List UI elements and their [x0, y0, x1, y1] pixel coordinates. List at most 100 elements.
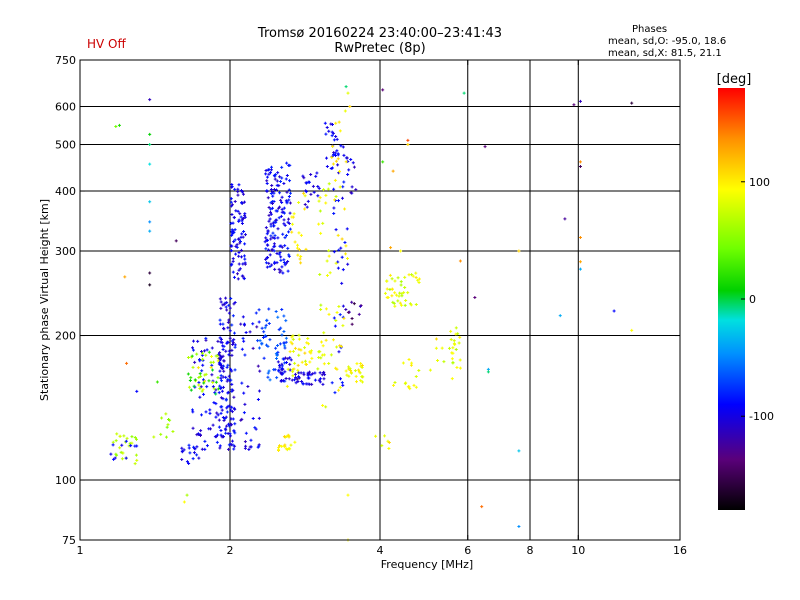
- data-point: [114, 439, 118, 443]
- data-point: [230, 382, 234, 386]
- data-point: [208, 411, 212, 415]
- data-point: [328, 271, 332, 275]
- data-point: [234, 252, 238, 256]
- data-point: [309, 373, 313, 377]
- data-point: [200, 350, 204, 354]
- data-point: [185, 460, 189, 464]
- data-point: [264, 334, 268, 338]
- data-point: [164, 412, 168, 416]
- data-point: [218, 353, 222, 357]
- data-point: [174, 239, 178, 243]
- data-point: [277, 368, 281, 372]
- data-point: [337, 199, 341, 203]
- data-point: [111, 440, 115, 444]
- data-point: [122, 434, 126, 438]
- data-point: [291, 374, 295, 378]
- data-point: [229, 200, 233, 204]
- data-point: [393, 381, 397, 385]
- data-point: [135, 444, 139, 448]
- data-point: [196, 339, 200, 343]
- data-point: [335, 149, 339, 153]
- data-point: [280, 307, 284, 311]
- data-point: [297, 231, 301, 235]
- data-point: [483, 145, 487, 149]
- data-point: [307, 376, 311, 380]
- data-point: [265, 265, 269, 269]
- data-point: [309, 349, 313, 353]
- y-tick-label: 75: [62, 534, 76, 547]
- data-point: [215, 440, 219, 444]
- data-point: [334, 121, 338, 125]
- data-point: [130, 441, 134, 445]
- data-point: [232, 338, 236, 342]
- data-point: [292, 212, 296, 216]
- data-point: [295, 246, 299, 250]
- data-point: [403, 275, 407, 279]
- data-point: [344, 307, 348, 311]
- data-point: [218, 369, 222, 373]
- data-point: [280, 210, 284, 214]
- data-point: [317, 350, 321, 354]
- data-point: [304, 247, 308, 251]
- y-tick-label: 500: [55, 139, 76, 152]
- stats-o-mode: mean, sd,O: -95.0, 18.6: [608, 36, 727, 47]
- data-point: [258, 369, 262, 373]
- y-tick-label: 600: [55, 101, 76, 114]
- data-point: [237, 254, 241, 258]
- data-point: [331, 144, 335, 148]
- data-point: [325, 164, 329, 168]
- data-point: [291, 370, 295, 374]
- data-point: [199, 374, 203, 378]
- data-point: [307, 342, 311, 346]
- data-point: [338, 169, 342, 173]
- data-point: [341, 383, 345, 387]
- data-point: [289, 358, 293, 362]
- data-point: [285, 384, 289, 388]
- data-point: [292, 367, 296, 371]
- data-point: [279, 214, 283, 218]
- data-point: [242, 254, 246, 258]
- data-point: [272, 242, 276, 246]
- data-point: [399, 249, 403, 253]
- data-point: [343, 109, 347, 113]
- data-point: [283, 223, 287, 227]
- data-point: [257, 444, 261, 448]
- data-point: [195, 352, 199, 356]
- data-point: [210, 373, 214, 377]
- data-point: [394, 293, 398, 297]
- data-point: [202, 381, 206, 385]
- data-point: [277, 267, 281, 271]
- data-point: [123, 275, 127, 279]
- stats-x-mode: mean, sd,X: 81.5, 21.1: [608, 48, 722, 59]
- data-point: [214, 380, 218, 384]
- data-point: [304, 362, 308, 366]
- data-point: [120, 443, 124, 447]
- data-point: [311, 184, 315, 188]
- data-point: [417, 280, 421, 284]
- data-point: [225, 424, 229, 428]
- data-point: [352, 165, 356, 169]
- data-point: [283, 356, 287, 360]
- data-point: [322, 331, 326, 335]
- data-point: [121, 451, 125, 455]
- data-point: [191, 457, 195, 461]
- data-point: [285, 190, 289, 194]
- data-point: [241, 217, 245, 221]
- data-point: [237, 268, 241, 272]
- data-point: [171, 429, 175, 433]
- data-point: [486, 370, 490, 374]
- data-point: [274, 218, 278, 222]
- data-point: [407, 273, 411, 277]
- x-tick-label: 16: [673, 544, 687, 557]
- data-point: [114, 125, 118, 129]
- data-point: [233, 343, 237, 347]
- data-point: [187, 385, 191, 389]
- data-point: [233, 444, 237, 448]
- data-point: [316, 185, 320, 189]
- data-point: [133, 462, 137, 466]
- data-point: [218, 297, 222, 301]
- data-point: [263, 326, 267, 330]
- data-point: [282, 261, 286, 265]
